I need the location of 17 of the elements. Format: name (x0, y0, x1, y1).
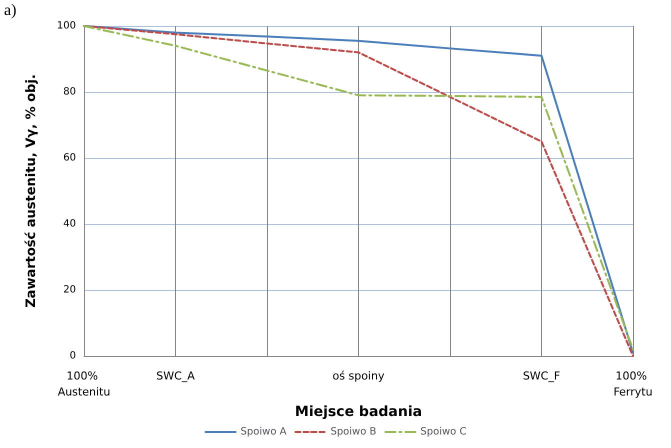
x-tick-label: 100% Ferrytu (613, 370, 653, 398)
y-tick-label: 0 (70, 350, 76, 362)
x-tick-label: SWC_A (156, 370, 196, 382)
y-tick-label: 40 (63, 218, 76, 230)
legend-label: Spoiwo A (240, 426, 287, 438)
x-tick-label: oś spoiny (332, 370, 385, 382)
text: a) (4, 2, 16, 20)
y-tick-label: 80 (63, 86, 76, 98)
legend-label: Spoiwo C (420, 426, 466, 438)
y-tick-label: 60 (63, 152, 76, 164)
legend-label: Spoiwo B (330, 426, 377, 438)
y-axis-title: Zawartość austenitu, Vγ, % obj. (24, 74, 39, 308)
x-tick-label: 100% Austenitu (58, 370, 110, 398)
y-tick-label: 100 (56, 20, 76, 32)
x-axis-title: Miejsce badania (294, 404, 422, 420)
x-tick-label: SWC_F (522, 370, 560, 382)
y-tick-label: 20 (63, 284, 76, 296)
